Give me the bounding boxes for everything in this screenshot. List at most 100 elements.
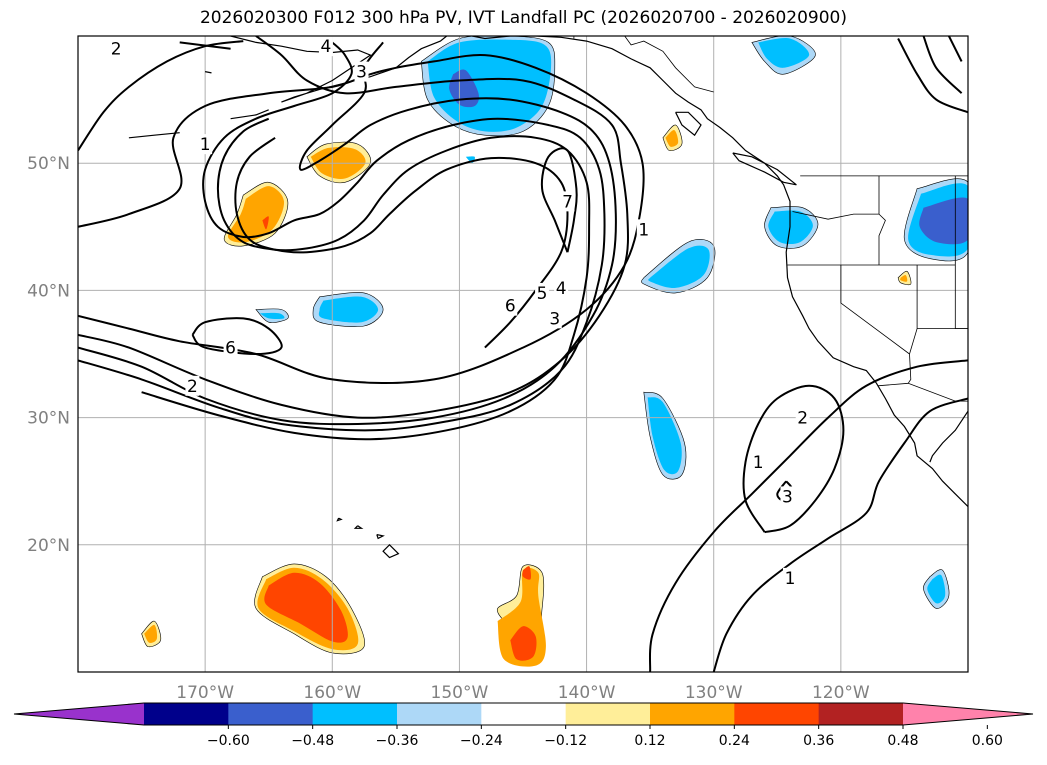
coastline: [204, 71, 212, 74]
pv-shaded-region: [900, 275, 908, 282]
pv-shaded-region: [665, 130, 679, 147]
colorbar-swatch: [312, 703, 398, 725]
coastline: [382, 543, 400, 559]
longitude-labels: 170°W 160°W 150°W 140°W 130°W 120°W: [176, 683, 870, 703]
contour-label-background: [503, 295, 518, 316]
pv-shaded-region: [262, 216, 269, 230]
ivt-contour-1: [78, 53, 645, 385]
contour-label: 1: [753, 453, 764, 473]
ivt-contour-1: [712, 397, 968, 672]
contour-label-background: [636, 219, 651, 240]
pv-shaded-region: [768, 210, 813, 245]
ivt-contour-7: [540, 147, 578, 253]
contour-label: 5: [537, 284, 548, 304]
contour-label: 7: [562, 192, 573, 212]
latitude-label: 50°N: [27, 154, 70, 174]
colorbar-swatch: [144, 703, 229, 725]
colorbar-tick-label: 0.48: [887, 733, 918, 749]
pv-shaded-region: [259, 312, 285, 319]
ivt-contour-6: [191, 317, 283, 356]
contour-label: 4: [321, 37, 332, 57]
coastline: [471, 36, 968, 508]
colorbar-swatch: [650, 703, 735, 725]
ivt-contour-2: [922, 36, 963, 94]
contour-label-background: [354, 61, 369, 82]
contour-label: 2: [797, 409, 808, 429]
coastline: [230, 36, 448, 103]
ivt-contour-2: [179, 41, 231, 50]
contour-label-background: [780, 486, 795, 507]
state-border: [909, 265, 918, 355]
contour-label-background: [751, 452, 766, 473]
coastline: [732, 152, 797, 186]
pv-shaded-region: [919, 197, 968, 245]
latitude-labels: 50°N 40°N 30°N 20°N: [27, 154, 70, 556]
colorbar-swatch: [481, 703, 567, 725]
pv-shaded-region: [927, 574, 946, 604]
contour-label-background: [109, 38, 124, 59]
longitude-label: 140°W: [558, 683, 616, 703]
contour-label: 2: [111, 40, 122, 60]
contour-label-background: [535, 282, 550, 303]
pv-shaded-region: [318, 296, 379, 323]
ivt-contour-layer: [78, 36, 968, 672]
coastline: [675, 111, 702, 137]
map-title: 2026020300 F012 300 hPa PV, IVT Landfall…: [199, 8, 847, 28]
colorbar-tick-label: 0.12: [634, 733, 665, 749]
colorbar-tick-label: 0.36: [803, 733, 834, 749]
contour-label: 2: [187, 377, 198, 397]
pv-shaded-region: [648, 245, 710, 289]
pv-shading-layer: [141, 36, 968, 667]
latitude-label: 30°N: [27, 409, 70, 429]
latitude-label: 40°N: [27, 281, 70, 301]
contour-label-background: [223, 337, 238, 358]
contour-label-background: [198, 134, 213, 155]
contour-label: 3: [356, 63, 367, 83]
ivt-contour-2: [742, 384, 845, 534]
longitude-label: 150°W: [431, 683, 489, 703]
contour-label: 6: [505, 297, 516, 317]
contour-label-background: [554, 277, 569, 298]
colorbar-outline: [13, 702, 1034, 726]
contour-label: 1: [200, 135, 211, 155]
ivt-contour-1: [897, 38, 968, 114]
colorbar-tick-label: 0.24: [719, 733, 750, 749]
coastline: [336, 517, 343, 522]
pv-shaded-region: [510, 626, 537, 661]
coastline: [376, 534, 385, 540]
longitude-label: 130°W: [685, 683, 743, 703]
pv-shaded-region: [264, 572, 348, 643]
state-border: [624, 36, 714, 93]
colorbar-extend-low: [14, 703, 144, 725]
contour-label: 1: [638, 220, 649, 240]
colorbar-swatch: [397, 703, 482, 725]
contour-label-background: [795, 407, 810, 428]
contour-label: 4: [556, 279, 567, 299]
coastline: [353, 525, 364, 529]
ivt-contour-1: [648, 359, 968, 672]
colorbar-tick-label: −0.48: [291, 733, 334, 749]
coastline: [128, 132, 180, 139]
ivt-contour-6: [234, 136, 569, 349]
contour-label: 1: [785, 569, 796, 589]
colorbar-tick-label: 0.60: [972, 733, 1003, 749]
contour-label-background: [318, 36, 333, 57]
latitude-label: 20°N: [27, 536, 70, 556]
colorbar-tick-label: −0.24: [460, 733, 503, 749]
colorbar-swatch: [734, 703, 820, 725]
contour-label-background: [185, 375, 200, 396]
ivt-contour-5: [141, 117, 591, 441]
pv-shaded-region: [758, 38, 810, 68]
colorbar-tick-label: −0.36: [376, 733, 419, 749]
contour-label: 3: [782, 487, 793, 507]
state-border: [792, 211, 879, 220]
contour-label-background: [783, 567, 797, 588]
colorbar-tick-label: −0.12: [544, 733, 587, 749]
longitude-label: 170°W: [176, 683, 234, 703]
contour-label: 3: [549, 309, 560, 329]
colorbar-extend-high: [903, 703, 1033, 725]
ivt-contour-3: [78, 41, 617, 426]
map-frame: [77, 35, 969, 673]
